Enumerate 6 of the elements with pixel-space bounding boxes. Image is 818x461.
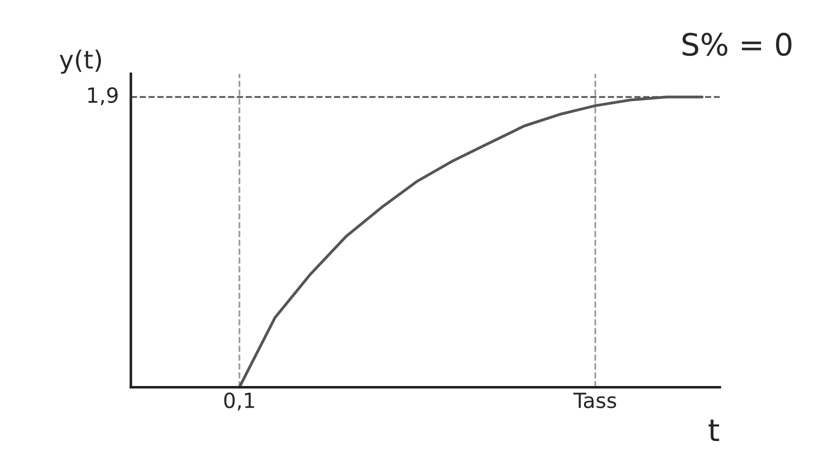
x-tick-label: Tass xyxy=(573,392,616,408)
text: 1,9 xyxy=(88,87,118,106)
text: S% = 0 xyxy=(682,32,792,56)
y-axis-title: y(t) xyxy=(60,50,101,74)
x-axis-title: t xyxy=(708,420,720,442)
x-tick-label: 0,1 xyxy=(224,392,254,410)
